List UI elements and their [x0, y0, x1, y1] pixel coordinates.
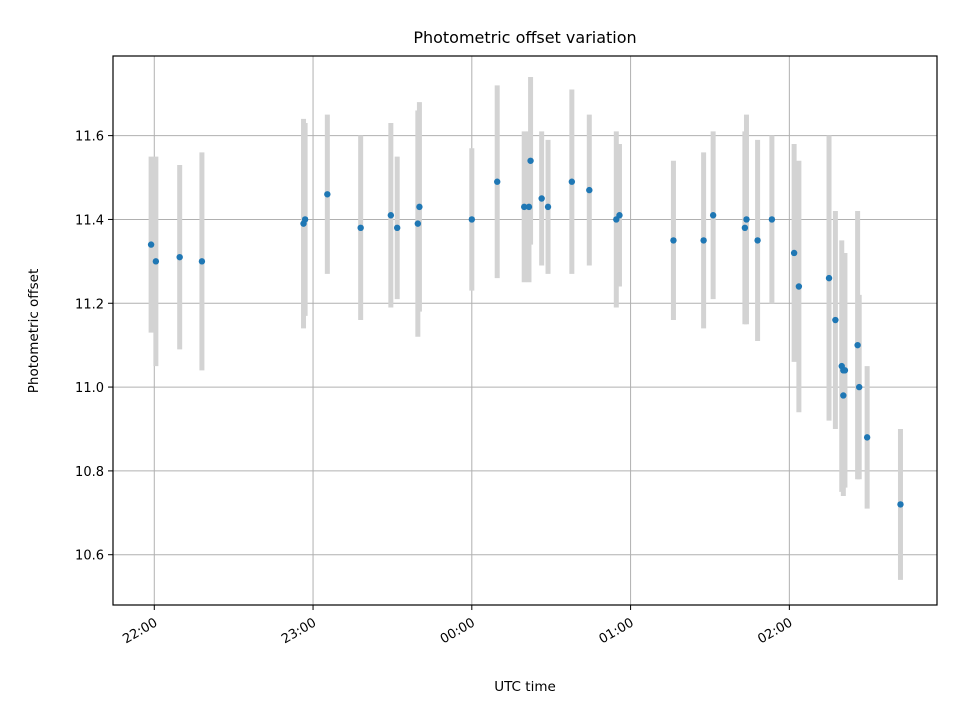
data-point	[670, 237, 677, 244]
data-points	[147, 157, 904, 508]
data-point	[897, 501, 904, 508]
data-point	[741, 224, 749, 232]
data-point	[544, 203, 552, 211]
data-point	[176, 253, 183, 261]
data-point	[854, 341, 861, 349]
data-point	[743, 216, 750, 223]
data-point	[709, 212, 717, 219]
data-point	[494, 178, 501, 185]
data-point	[387, 212, 395, 219]
data-point	[856, 383, 863, 391]
data-point	[301, 216, 309, 223]
chart-title: Photometric offset variation	[413, 28, 636, 47]
data-point	[525, 203, 533, 211]
y-tick-label: 11.6	[75, 130, 104, 145]
data-point	[568, 178, 576, 185]
data-point	[586, 186, 593, 194]
y-tick-label: 10.6	[75, 549, 104, 564]
data-point	[152, 258, 160, 265]
data-point	[393, 224, 401, 232]
data-point	[616, 212, 623, 219]
x-axis-label: UTC time	[494, 679, 556, 695]
data-point	[795, 283, 803, 290]
y-tick-label: 11.0	[75, 381, 104, 396]
data-point	[538, 195, 545, 202]
data-point	[768, 216, 776, 223]
data-point	[416, 203, 423, 211]
data-point	[863, 434, 871, 441]
data-point	[700, 237, 707, 244]
data-point	[840, 392, 847, 399]
plot-frame	[112, 55, 938, 606]
y-axis-label: Photometric offset	[26, 269, 42, 393]
data-point	[414, 220, 422, 227]
data-point	[790, 249, 798, 257]
data-point	[832, 316, 839, 324]
data-point	[324, 191, 331, 198]
data-point	[198, 258, 206, 265]
data-point	[147, 241, 155, 248]
data-point	[521, 203, 528, 211]
y-tick-label: 11.4	[75, 213, 104, 228]
y-tick-label: 10.8	[75, 465, 104, 480]
y-tick-label: 11.2	[75, 297, 104, 312]
data-point	[357, 224, 364, 232]
data-point	[468, 216, 476, 223]
data-point	[754, 237, 761, 244]
data-point	[825, 274, 833, 282]
data-point	[527, 157, 534, 164]
data-point	[841, 367, 849, 374]
